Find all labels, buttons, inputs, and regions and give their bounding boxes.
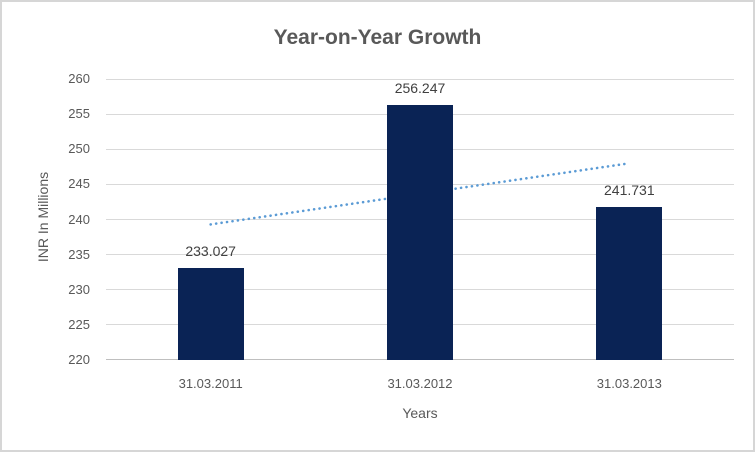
bar-31.03.2012[interactable] [387, 105, 453, 360]
y-axis-tick-label: 260 [68, 71, 90, 86]
x-axis-tick-label: 31.03.2013 [596, 376, 662, 391]
bar-31.03.2013[interactable] [596, 207, 663, 360]
x-axis-tick-label: 31.03.2012 [387, 376, 453, 391]
bar-31.03.2011[interactable] [177, 268, 244, 360]
y-axis-tick-label: 230 [68, 281, 90, 297]
bar-data-label: 233.027 [185, 243, 236, 260]
x-axis-title: Years [402, 405, 438, 421]
y-axis-tick-label: 220 [68, 352, 90, 367]
y-axis-tick-label: 255 [68, 106, 90, 122]
bar-data-label: 241.731 [604, 182, 655, 199]
bar-data-label: 256.247 [394, 80, 446, 97]
y-axis-tick-label: 250 [68, 141, 90, 157]
plot-area: 233.027 256.247 241.731 [106, 78, 734, 360]
x-axis-tick-label: 31.03.2011 [178, 376, 243, 391]
y-axis-tick-label: 225 [68, 316, 90, 332]
trendline [209, 162, 631, 226]
x-axis-tick-labels: 31.03.2011 31.03.2012 31.03.2013 [106, 374, 734, 394]
trendline-dotted-line [209, 162, 631, 226]
gridline [106, 78, 734, 80]
y-axis-tick-label: 245 [68, 176, 90, 192]
y-axis-tick-labels: 260 255 250 245 240 235 230 225 220 [40, 2, 90, 450]
y-axis-tick-label: 235 [68, 246, 90, 262]
y-axis-tick-label: 240 [68, 211, 90, 227]
chart-title: Year-on-Year Growth [273, 26, 482, 49]
